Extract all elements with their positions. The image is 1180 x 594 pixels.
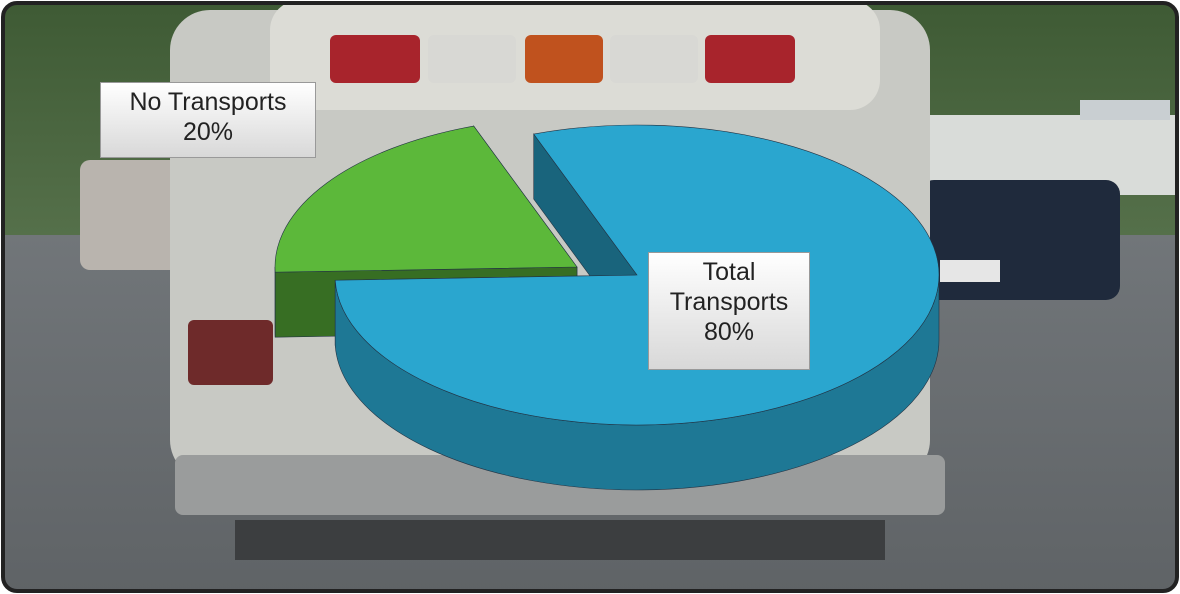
- value-label: 80%: [703, 318, 755, 346]
- category-label: Total Transports: [669, 258, 789, 316]
- data-label: No Transports 20%: [100, 82, 316, 158]
- value-label: 20%: [182, 118, 234, 146]
- data-label: Total Transports 80%: [648, 252, 810, 370]
- category-label: No Transports: [129, 88, 287, 116]
- pie-slice: [274, 125, 578, 273]
